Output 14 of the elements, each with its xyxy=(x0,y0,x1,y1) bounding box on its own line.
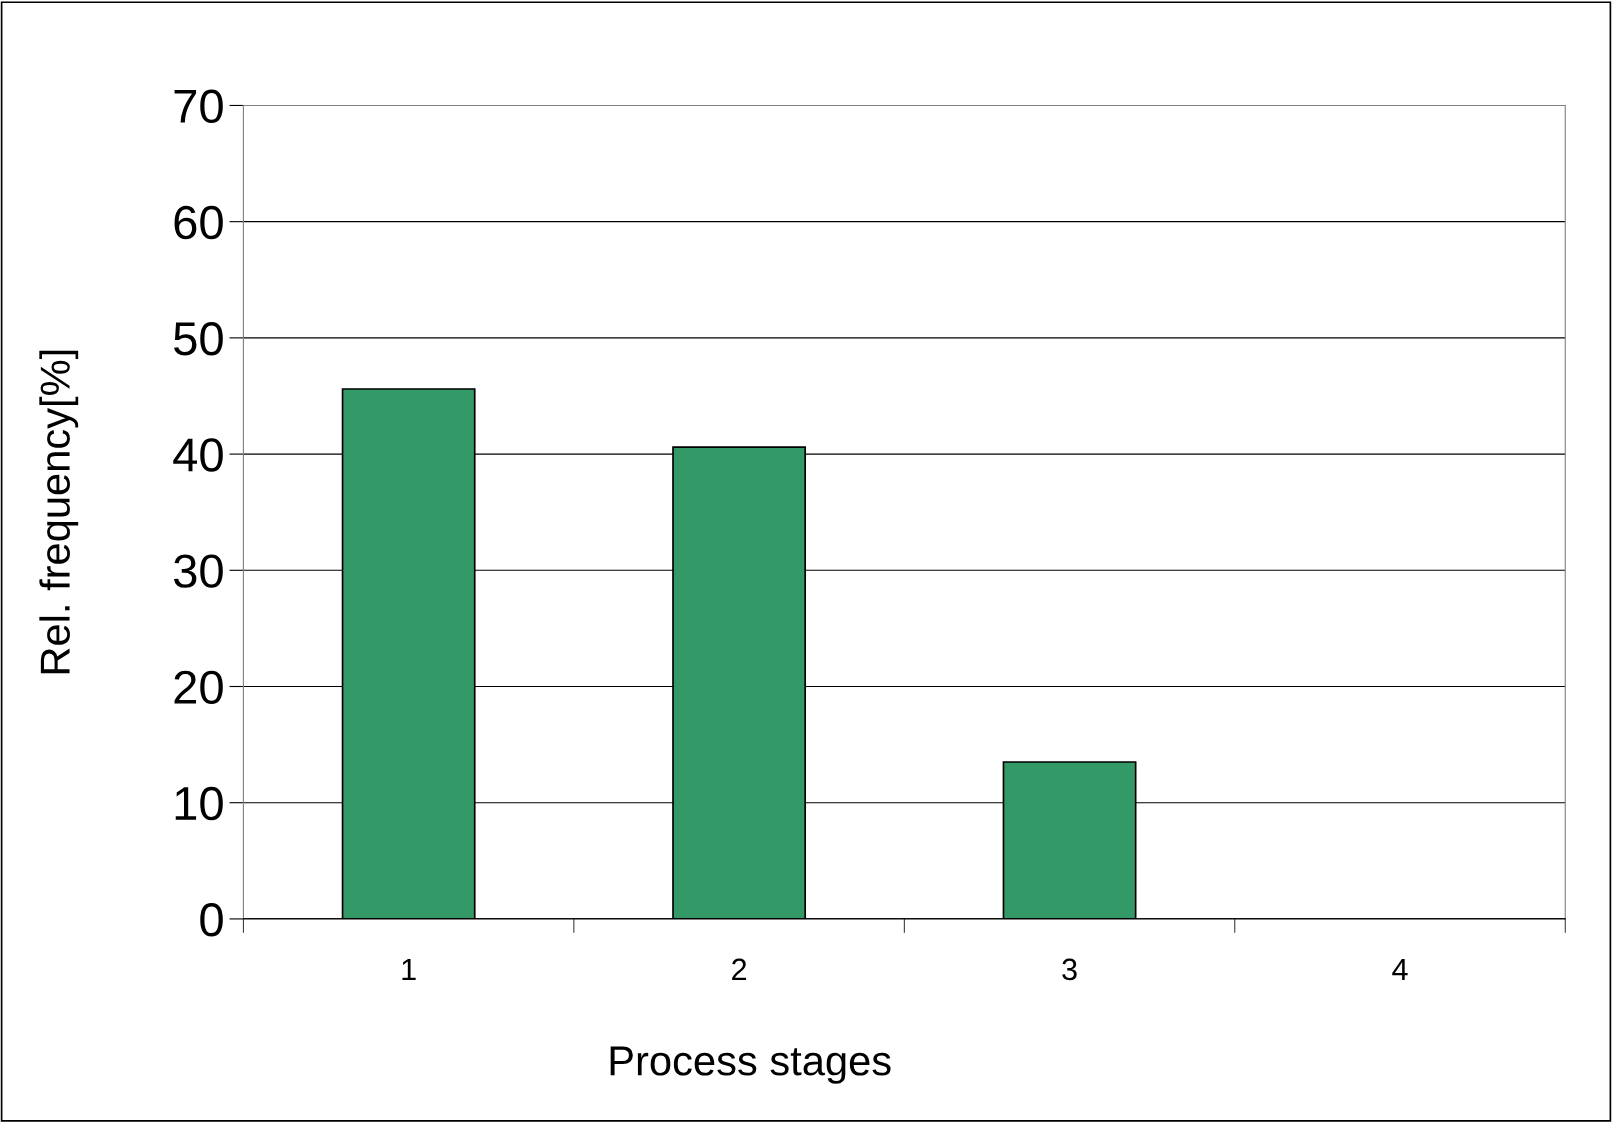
y-tick-label: 20 xyxy=(174,670,223,705)
y-tick-label: 0 xyxy=(200,903,223,937)
y-tick-label: 70 xyxy=(174,89,223,124)
x-axis-title: Process stages xyxy=(610,1046,891,1084)
x-tick-label: 1 xyxy=(402,958,416,980)
x-tick-label: 2 xyxy=(732,958,747,980)
y-axis-title: Rel. frequency[%] xyxy=(39,350,79,674)
x-tick-label: 3 xyxy=(1062,958,1077,981)
y-tick-label: 40 xyxy=(173,438,223,472)
y-tick-label: 60 xyxy=(174,205,223,240)
y-tick-label: 50 xyxy=(174,322,223,356)
x-tick-label: 4 xyxy=(1392,958,1408,980)
y-tick-label: 10 xyxy=(175,786,223,821)
y-tick-label: 30 xyxy=(173,554,223,588)
